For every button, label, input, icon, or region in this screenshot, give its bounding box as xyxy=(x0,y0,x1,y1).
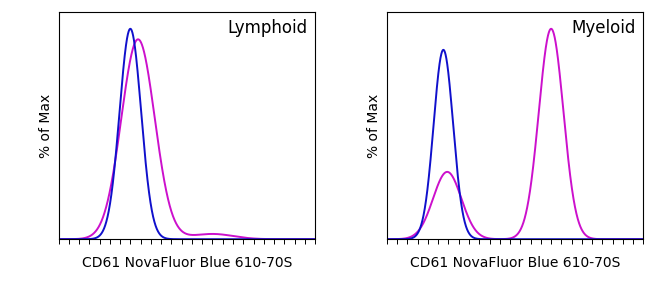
X-axis label: CD61 NovaFluor Blue 610-70S: CD61 NovaFluor Blue 610-70S xyxy=(82,256,292,270)
Text: Lymphoid: Lymphoid xyxy=(227,19,307,37)
X-axis label: CD61 NovaFluor Blue 610-70S: CD61 NovaFluor Blue 610-70S xyxy=(410,256,620,270)
Y-axis label: % of Max: % of Max xyxy=(39,94,53,158)
Text: Myeloid: Myeloid xyxy=(571,19,636,37)
Y-axis label: % of Max: % of Max xyxy=(367,94,382,158)
